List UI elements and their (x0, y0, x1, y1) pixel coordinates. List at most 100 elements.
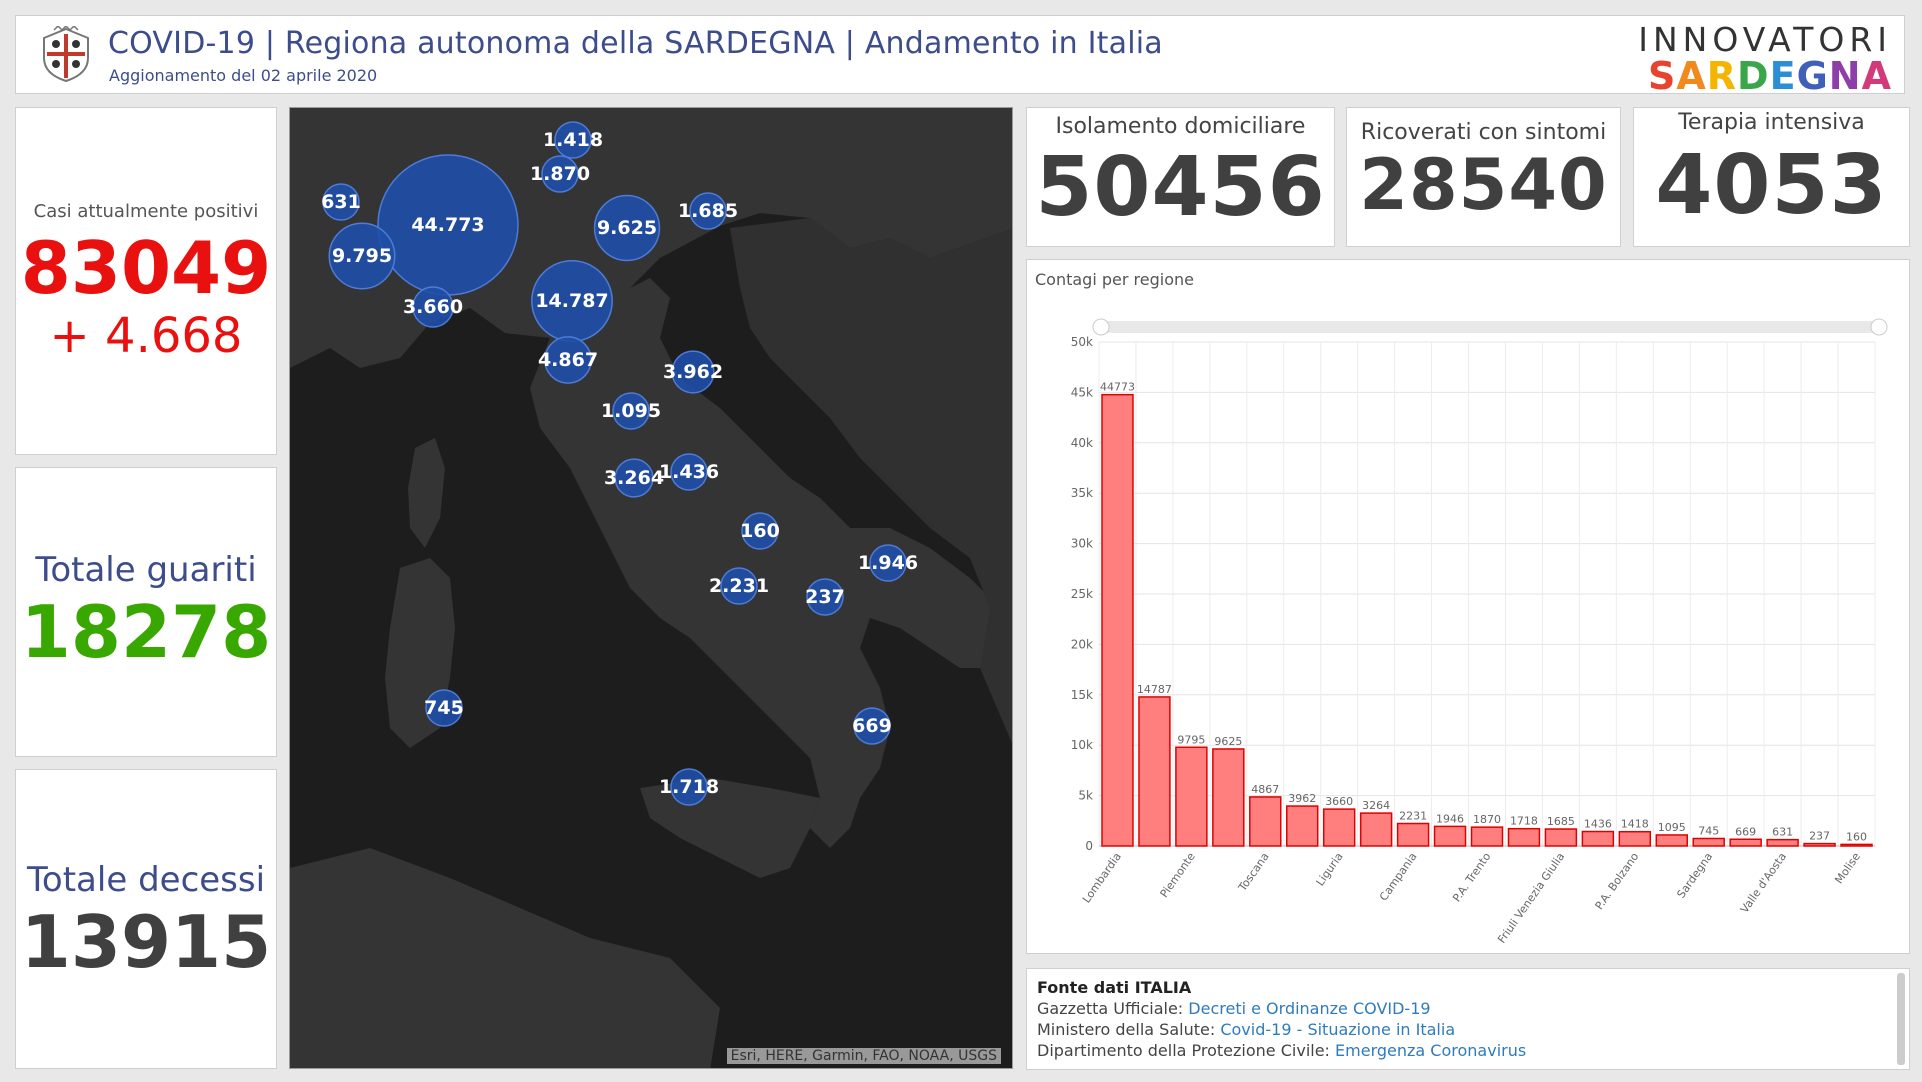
sardinia-crest-icon (43, 26, 89, 83)
bar-friuli-venezia-giulia[interactable] (1544, 828, 1578, 847)
bar-marche[interactable] (1286, 805, 1319, 847)
map-bubble-lazio[interactable] (614, 458, 654, 498)
y-tick-label: 5k (1078, 789, 1093, 803)
map-canvas[interactable]: 44.773 14.787 9.795 9.625 4.867 3.962 3.660 3.2… (290, 108, 1013, 1069)
bar-value-label: 237 (1809, 830, 1830, 843)
logo-innovatori-text: INNOVATORI (1638, 20, 1892, 59)
bar-valle-d-aosta[interactable] (1766, 838, 1799, 847)
bar-calabria[interactable] (1729, 838, 1762, 847)
map-bubble-liguria[interactable] (412, 286, 454, 328)
kpi-terapia-value: 4053 (1655, 138, 1888, 233)
map-bubble-label: 1.418 (543, 129, 603, 151)
x-tick-label: Campania (1377, 850, 1420, 903)
map-bubble-p-a-trento[interactable] (541, 155, 579, 193)
bar-value-label: 1418 (1621, 818, 1649, 831)
bar-p-a-trento[interactable] (1470, 826, 1504, 847)
map-bubble-label: 1.870 (530, 163, 590, 185)
source-prefix: Dipartimento della Protezione Civile: (1037, 1041, 1330, 1060)
logo-letter: R (1706, 54, 1738, 98)
map-bubble-marche[interactable] (671, 350, 715, 394)
bar-liguria[interactable] (1322, 808, 1356, 847)
bar-value-label: 4867 (1251, 783, 1279, 796)
bar-chart[interactable]: 0 5k 10k 15k 20k 25k 30k 35k 40k 45k 50k 44773 Lomba… (1027, 260, 1911, 955)
bar-value-label: 1685 (1547, 815, 1575, 828)
x-tick-label: Lombardia (1080, 850, 1124, 905)
x-tick-label: P.A. Trento (1450, 850, 1493, 904)
map-bubble-label: 160 (740, 520, 780, 542)
kpi-ricoverati: Ricoverati con sintomi 28540 (1346, 107, 1621, 247)
x-tick-label: Molise (1832, 850, 1863, 886)
bar-value-label: 1436 (1584, 818, 1612, 831)
slider-handle-left[interactable] (1092, 318, 1110, 336)
scrollbar[interactable] (1897, 973, 1905, 1065)
map-bubble-label: 1.946 (858, 552, 918, 574)
bar-value-label: 745 (1698, 824, 1719, 837)
map-bubble-campania[interactable] (720, 567, 758, 605)
logo-letter: G (1796, 54, 1829, 98)
map-bubble-sardegna[interactable] (425, 689, 463, 727)
update-date: Aggionamento del 02 aprile 2020 (109, 66, 378, 85)
map-bubble-calabria[interactable] (853, 707, 891, 745)
map-bubble-label: 9.795 (332, 245, 392, 267)
y-tick-label: 25k (1071, 587, 1093, 601)
bar-sardegna[interactable] (1692, 837, 1725, 847)
bar-value-label: 2231 (1399, 810, 1427, 823)
map-bubble-label: 3.660 (403, 296, 463, 318)
kpi-isolamento: Isolamento domiciliare 50456 (1026, 107, 1335, 247)
page-title: COVID-19 | Regiona autonoma della SARDEG… (108, 26, 1163, 61)
italy-map[interactable]: 44.773 14.787 9.795 9.625 4.867 3.962 3.660 3.2… (289, 107, 1013, 1069)
map-bubble-abruzzo[interactable] (670, 453, 708, 491)
map-bubble-label: 669 (852, 715, 892, 737)
link-situazione[interactable]: Covid-19 - Situazione in Italia (1220, 1020, 1456, 1039)
map-bubble-toscana[interactable] (544, 336, 592, 384)
bar-sicilia[interactable] (1507, 827, 1541, 847)
map-bubble-friuli-venezia-giulia[interactable] (689, 192, 727, 230)
chart-panel: Contagi per regione 0 5k 10k 15k 20k 25k 30k 35… (1026, 259, 1910, 954)
link-emergenza[interactable]: Emergenza Coronavirus (1335, 1041, 1527, 1060)
map-bubble-label: 1.095 (601, 400, 661, 422)
map-bubble-valle-d-aosta[interactable] (322, 183, 360, 221)
bar-toscana[interactable] (1249, 796, 1282, 847)
map-bubble-label: 9.625 (597, 217, 657, 239)
map-bubble-basilicata[interactable] (806, 578, 844, 616)
y-tick-label: 45k (1071, 385, 1093, 399)
map-bubble-p-a-bolzano[interactable] (554, 121, 592, 159)
bar-emilia-romagna[interactable] (1138, 696, 1171, 847)
bar-puglia[interactable] (1433, 825, 1467, 847)
map-bubble-label: 3.962 (663, 361, 723, 383)
bar-basilicata[interactable] (1803, 842, 1836, 847)
slider-handle-right[interactable] (1870, 318, 1888, 336)
map-bubble-piemonte[interactable] (328, 222, 396, 290)
logo-letter: E (1769, 54, 1797, 98)
map-bubble-label: 1.685 (678, 200, 738, 222)
bar-umbria[interactable] (1655, 834, 1688, 847)
bar-p-a-bolzano[interactable] (1618, 830, 1652, 847)
map-bubble-sicilia[interactable] (670, 768, 708, 806)
source-prefix: Ministero della Salute: (1037, 1020, 1216, 1039)
y-tick-label: 15k (1071, 688, 1093, 702)
bar-value-label: 14787 (1137, 683, 1172, 696)
x-tick-label: Liguria (1314, 850, 1346, 888)
bar-lombardia[interactable] (1101, 393, 1134, 847)
map-bubble-umbria[interactable] (612, 392, 650, 430)
map-bubble-label: 1.436 (659, 461, 719, 483)
link-decreti[interactable]: Decreti e Ordinanze COVID-19 (1188, 999, 1431, 1018)
bar-abruzzo[interactable] (1581, 830, 1615, 847)
bar-value-label: 3660 (1325, 795, 1353, 808)
bar-veneto[interactable] (1212, 748, 1245, 847)
map-bubble-veneto[interactable] (593, 194, 661, 262)
bar-value-label: 9795 (1177, 733, 1205, 746)
bar-lazio[interactable] (1359, 812, 1393, 847)
map-bubble-molise[interactable] (741, 512, 779, 550)
bar-piemonte[interactable] (1175, 746, 1208, 847)
positivi-panel: Casi attualmente positivi 83049 + 4.668 (15, 107, 277, 455)
decessi-label: Totale decessi (26, 860, 266, 900)
map-attribution: Esri, HERE, Garmin, FAO, NOAA, USGS (726, 1048, 1001, 1064)
bar-value-label: 3962 (1288, 792, 1316, 805)
chart-title: Contagi per regione (1035, 270, 1194, 289)
bar-molise[interactable] (1840, 843, 1873, 847)
bar-campania[interactable] (1396, 822, 1430, 847)
logo-letter: D (1737, 54, 1770, 98)
map-bubble-puglia[interactable] (869, 544, 907, 582)
kpi-ricoverati-value: 28540 (1359, 144, 1608, 226)
